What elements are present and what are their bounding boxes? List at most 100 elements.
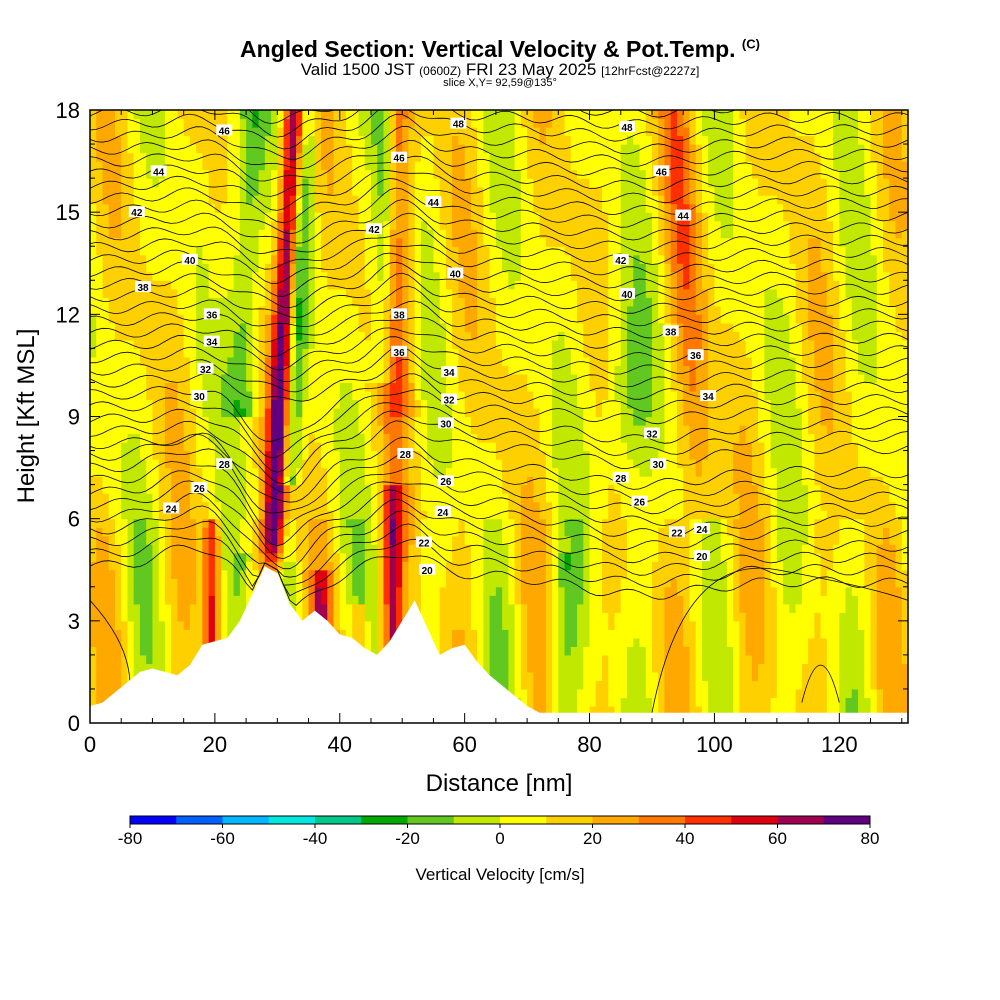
field-cell xyxy=(158,246,166,256)
field-cell xyxy=(508,493,516,503)
field-cell xyxy=(114,603,122,613)
field-cell xyxy=(221,399,228,409)
field-cell xyxy=(189,442,197,452)
field-cell xyxy=(296,484,303,494)
field-cell xyxy=(283,510,291,520)
field-cell xyxy=(152,220,160,230)
field-cell xyxy=(202,544,210,554)
field-cell xyxy=(370,152,378,162)
field-cell xyxy=(433,229,441,239)
field-cell xyxy=(133,390,141,401)
field-cell xyxy=(246,212,253,222)
field-cell xyxy=(502,203,509,213)
field-cell xyxy=(164,246,172,256)
field-cell xyxy=(314,195,322,205)
field-cell xyxy=(514,212,522,222)
field-cell xyxy=(427,271,435,281)
field-cell xyxy=(221,144,228,154)
field-cell xyxy=(202,518,210,528)
field-cell xyxy=(495,339,503,349)
field-cell xyxy=(308,135,316,145)
field-cell xyxy=(227,118,235,128)
field-cell xyxy=(370,118,378,128)
field-cell xyxy=(152,407,160,418)
field-cell xyxy=(90,263,97,273)
field-cell xyxy=(477,229,484,239)
field-cell xyxy=(289,195,297,205)
field-cell xyxy=(139,569,147,579)
field-cell xyxy=(321,305,328,315)
field-cell xyxy=(483,246,491,256)
field-cell xyxy=(370,195,378,205)
field-cell xyxy=(202,442,210,452)
field-cell xyxy=(358,586,366,596)
field-cell xyxy=(90,203,97,213)
field-cell xyxy=(483,442,491,452)
field-cell xyxy=(102,561,110,571)
field-cell xyxy=(339,399,347,409)
field-cell xyxy=(258,373,266,384)
field-cell xyxy=(177,586,185,596)
field-cell xyxy=(114,322,122,332)
field-cell xyxy=(196,493,203,503)
field-cell xyxy=(439,527,447,537)
field-cell xyxy=(464,356,472,367)
field-cell xyxy=(158,288,166,298)
field-cell xyxy=(146,612,154,622)
field-cell xyxy=(402,212,410,222)
field-cell xyxy=(339,527,347,537)
field-cell xyxy=(127,288,135,298)
field-cell xyxy=(264,348,272,358)
field-cell xyxy=(227,263,235,273)
field-cell xyxy=(358,305,366,315)
field-cell xyxy=(339,220,347,230)
field-cell xyxy=(233,161,241,171)
field-cell xyxy=(389,586,397,596)
field-cell xyxy=(108,663,116,673)
field-cell xyxy=(296,237,303,247)
field-cell xyxy=(114,433,122,443)
field-cell xyxy=(108,356,116,367)
field-cell xyxy=(358,620,366,630)
field-cell xyxy=(439,195,447,205)
field-cell xyxy=(289,527,297,537)
field-cell xyxy=(264,229,272,239)
field-cell xyxy=(314,220,322,230)
field-cell xyxy=(189,195,197,205)
field-cell xyxy=(502,501,509,511)
field-cell xyxy=(102,518,110,528)
field-cell xyxy=(296,450,303,460)
field-cell xyxy=(252,314,260,324)
field-cell xyxy=(502,186,509,196)
field-cell xyxy=(208,484,216,494)
field-cell xyxy=(327,603,335,613)
field-cell xyxy=(121,544,129,554)
field-cell xyxy=(452,356,460,367)
field-cell xyxy=(171,195,179,205)
field-cell xyxy=(152,654,160,664)
field-cell xyxy=(377,407,385,418)
field-cell xyxy=(108,578,116,588)
field-cell xyxy=(470,280,478,290)
field-cell xyxy=(414,416,422,426)
field-cell xyxy=(489,535,497,545)
field-cell xyxy=(414,493,422,503)
field-cell xyxy=(414,476,422,486)
field-cell xyxy=(495,535,503,545)
field-cell xyxy=(152,612,160,622)
field-cell xyxy=(489,544,497,554)
field-cell xyxy=(189,535,197,545)
field-cell xyxy=(252,152,260,162)
field-cell xyxy=(495,220,503,230)
field-cell xyxy=(464,603,472,613)
field-cell xyxy=(470,373,478,384)
field-cell xyxy=(427,416,435,426)
field-cell xyxy=(445,629,453,639)
field-cell xyxy=(458,144,466,154)
field-cell xyxy=(420,578,428,588)
field-cell xyxy=(246,569,253,579)
field-cell xyxy=(383,314,391,324)
field-cell xyxy=(495,433,503,443)
field-cell xyxy=(214,578,222,588)
field-cell xyxy=(427,339,435,349)
